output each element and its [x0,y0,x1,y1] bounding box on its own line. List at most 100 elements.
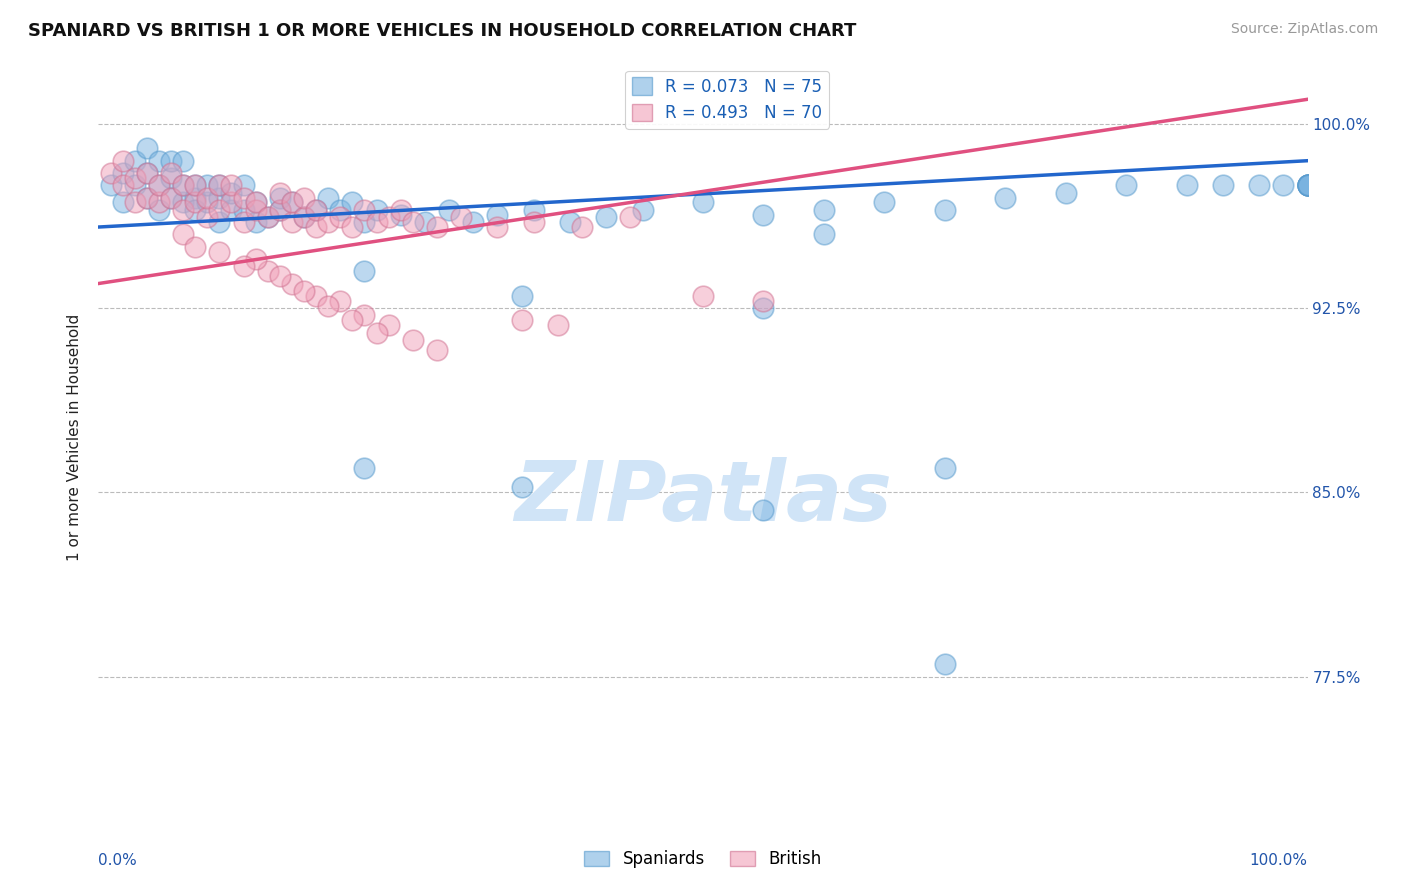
Point [813,227,835,242]
Point [353,460,375,475]
Point [329,293,352,308]
Point [437,202,460,217]
Point [195,190,218,204]
Point [595,211,617,225]
Point [292,211,315,225]
Point [752,502,775,516]
Point [1296,178,1319,193]
Point [305,202,328,217]
Point [160,190,183,204]
Point [135,141,157,155]
Point [292,211,315,225]
Point [631,202,654,217]
Point [1175,178,1198,193]
Point [269,202,291,217]
Point [281,215,304,229]
Point [342,220,364,235]
Point [100,178,122,193]
Point [111,166,134,180]
Point [184,240,207,254]
Point [1296,178,1319,193]
Point [752,301,775,315]
Point [934,202,956,217]
Point [208,190,231,204]
Point [377,211,399,225]
Point [305,202,328,217]
Point [366,202,388,217]
Point [353,202,375,217]
Point [135,190,157,204]
Point [1212,178,1234,193]
Point [1115,178,1137,193]
Point [208,178,231,193]
Point [221,195,243,210]
Point [256,264,278,278]
Point [292,190,315,204]
Point [934,657,956,672]
Point [510,289,533,303]
Point [172,178,194,193]
Point [463,215,485,229]
Point [752,293,775,308]
Point [316,215,339,229]
Point [135,166,157,180]
Point [292,284,315,298]
Point [184,190,207,204]
Point [221,202,243,217]
Point [402,333,425,347]
Point [148,178,170,193]
Point [1249,178,1271,193]
Point [281,195,304,210]
Point [184,202,207,217]
Point [402,215,425,229]
Point [148,178,170,193]
Point [111,178,134,193]
Point [100,166,122,180]
Point [1296,178,1319,193]
Point [1296,178,1319,193]
Point [692,289,714,303]
Point [245,195,267,210]
Point [426,220,449,235]
Point [111,153,134,168]
Point [172,153,194,168]
Point [523,215,546,229]
Point [208,244,231,259]
Point [124,170,146,185]
Point [232,190,254,204]
Point [389,202,412,217]
Point [269,269,291,284]
Point [172,202,194,217]
Point [450,211,472,225]
Point [232,260,254,274]
Point [172,195,194,210]
Point [269,186,291,200]
Point [256,211,278,225]
Point [342,313,364,327]
Text: 100.0%: 100.0% [1250,853,1308,868]
Point [571,220,593,235]
Point [256,211,278,225]
Legend: Spaniards, British: Spaniards, British [578,844,828,875]
Point [269,190,291,204]
Point [111,195,134,210]
Point [994,190,1017,204]
Point [353,309,375,323]
Point [873,195,896,210]
Point [353,215,375,229]
Point [547,318,569,333]
Point [245,202,267,217]
Point [353,264,375,278]
Point [269,202,291,217]
Point [195,178,218,193]
Point [232,202,254,217]
Point [692,195,714,210]
Point [752,208,775,222]
Point [329,202,352,217]
Point [135,190,157,204]
Point [316,299,339,313]
Point [208,215,231,229]
Point [342,195,364,210]
Point [232,178,254,193]
Text: ZIPatlas: ZIPatlas [515,457,891,538]
